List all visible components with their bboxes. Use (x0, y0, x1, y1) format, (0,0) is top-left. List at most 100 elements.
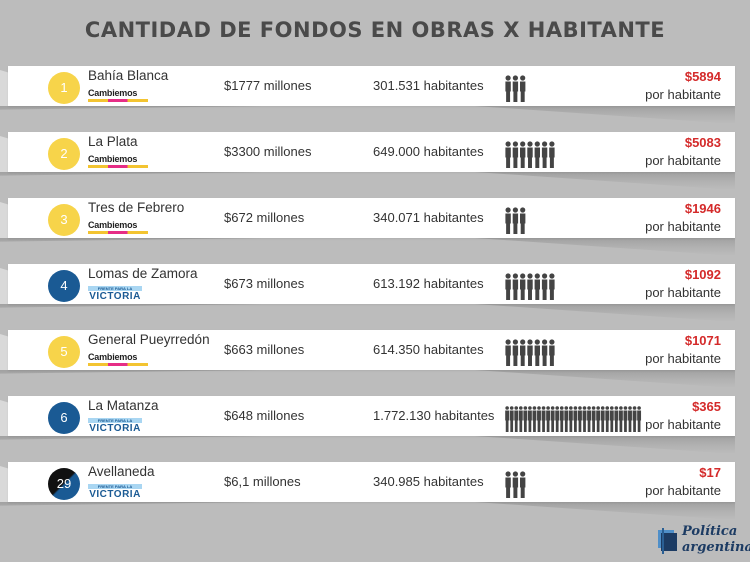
rank-badge: 1 (48, 72, 80, 104)
person-icon (582, 406, 587, 432)
city-name: La Plata (88, 134, 138, 149)
party-label-top: FRENTE PARA LA (97, 418, 133, 423)
person-icon (505, 339, 511, 366)
person-icon (514, 406, 519, 432)
person-icon (591, 406, 596, 432)
person-icon (541, 141, 548, 168)
person-icon (637, 406, 642, 432)
person-icon (512, 207, 519, 234)
person-icon (519, 207, 526, 234)
person-icon (523, 406, 528, 432)
per-capita-label: por habitante (645, 285, 721, 300)
party-color-bar (88, 231, 148, 234)
table-row: 6 La Matanza FRENTE PARA LA VICTORIA $648 mi… (0, 396, 735, 454)
person-icon (527, 406, 532, 432)
person-icon (505, 75, 511, 102)
table-row: 3 Tres de Febrero Cambiemos $672 millones 34… (0, 198, 735, 256)
person-icon (519, 339, 526, 366)
table-row: 4 Lomas de Zamora FRENTE PARA LA VICTORIA $6… (0, 264, 735, 322)
rank-badge: 29 (48, 468, 80, 500)
rank-badge: 6 (48, 402, 80, 434)
person-icon (618, 406, 623, 432)
inhabitants-pictogram (505, 72, 527, 109)
person-icon (519, 471, 526, 498)
inhabitants-count: 613.192 habitantes (373, 276, 484, 291)
table-row: 29 Avellaneda FRENTE PARA LA VICTORIA $6,1 m… (0, 462, 735, 520)
person-icon (605, 406, 610, 432)
person-icon (550, 406, 555, 432)
party-label: Cambiemos (88, 220, 138, 230)
person-icon (555, 406, 560, 432)
logo-text-argentina: argentina (682, 540, 750, 555)
rank-badge: 3 (48, 204, 80, 236)
person-icon (573, 406, 578, 432)
city-name: Bahía Blanca (88, 68, 169, 83)
inhabitants-pictogram (505, 204, 527, 241)
person-icon (527, 273, 533, 300)
inhabitants-icons (505, 273, 555, 300)
person-icon (559, 406, 564, 432)
party-logo-victoria: FRENTE PARA LA VICTORIA (88, 286, 142, 302)
person-icon (541, 273, 548, 300)
per-capita-value: $1071 (684, 333, 721, 348)
inhabitants-icons (505, 75, 526, 102)
inhabitants-pictogram (505, 336, 556, 373)
person-icon (609, 406, 614, 432)
inhabitants-count: 1.772.130 habitantes (373, 408, 495, 423)
party-label: VICTORIA (89, 489, 141, 500)
inhabitants-count: 340.985 habitantes (373, 474, 484, 489)
person-icon (596, 406, 601, 432)
per-capita-value: $1946 (684, 201, 721, 216)
person-icon (564, 406, 569, 432)
person-icon (527, 339, 533, 366)
party-logo-victoria: FRENTE PARA LA VICTORIA (88, 418, 142, 434)
person-icon (512, 471, 519, 498)
party-label: Cambiemos (88, 154, 138, 164)
city-name: Lomas de Zamora (88, 266, 198, 281)
person-icon (505, 273, 511, 300)
inhabitants-count: 301.531 habitantes (373, 78, 484, 93)
person-icon (534, 273, 540, 300)
person-icon (505, 141, 511, 168)
politica-argentina-logo: Política argentina (656, 520, 750, 560)
rank-badge: 4 (48, 270, 80, 302)
per-capita-label: por habitante (645, 417, 721, 432)
per-capita-value: $1092 (684, 267, 721, 282)
person-icon (505, 207, 511, 234)
table-row: 1 Bahía Blanca Cambiemos $1777 millones 301.… (0, 66, 735, 124)
party-color-bar (88, 165, 148, 168)
party-color-bar (88, 363, 148, 366)
flag-logo-icon (658, 528, 677, 554)
inhabitants-count: 614.350 habitantes (373, 342, 484, 357)
funds-amount: $663 millones (224, 342, 305, 357)
person-icon (534, 339, 540, 366)
person-icon (505, 471, 511, 498)
table-row: 2 La Plata Cambiemos $3300 millones 649.000 … (0, 132, 735, 190)
person-icon (534, 141, 540, 168)
person-icon (512, 75, 519, 102)
person-icon (549, 273, 555, 300)
inhabitants-icons (505, 406, 642, 432)
rank-badge: 5 (48, 336, 80, 368)
person-icon (509, 406, 514, 432)
person-icon (578, 406, 582, 432)
person-icon (527, 141, 533, 168)
party-label-top: FRENTE PARA LA (97, 484, 133, 489)
person-icon (541, 406, 546, 432)
person-icon (512, 339, 519, 366)
inhabitants-count: 649.000 habitantes (373, 144, 484, 159)
person-icon (549, 141, 555, 168)
inhabitants-pictogram (505, 138, 556, 175)
table-row: 5 General Pueyrredón Cambiemos $663 millone… (0, 330, 735, 388)
person-icon (532, 406, 537, 432)
inhabitants-icons (505, 471, 526, 498)
person-icon (587, 406, 591, 432)
per-capita-value: $17 (699, 465, 721, 480)
person-icon (505, 406, 510, 432)
person-icon (519, 75, 526, 102)
person-icon (568, 406, 573, 432)
person-icon (632, 406, 637, 432)
inhabitants-icons (505, 141, 555, 168)
party-logo-victoria: FRENTE PARA LA VICTORIA (88, 484, 142, 500)
